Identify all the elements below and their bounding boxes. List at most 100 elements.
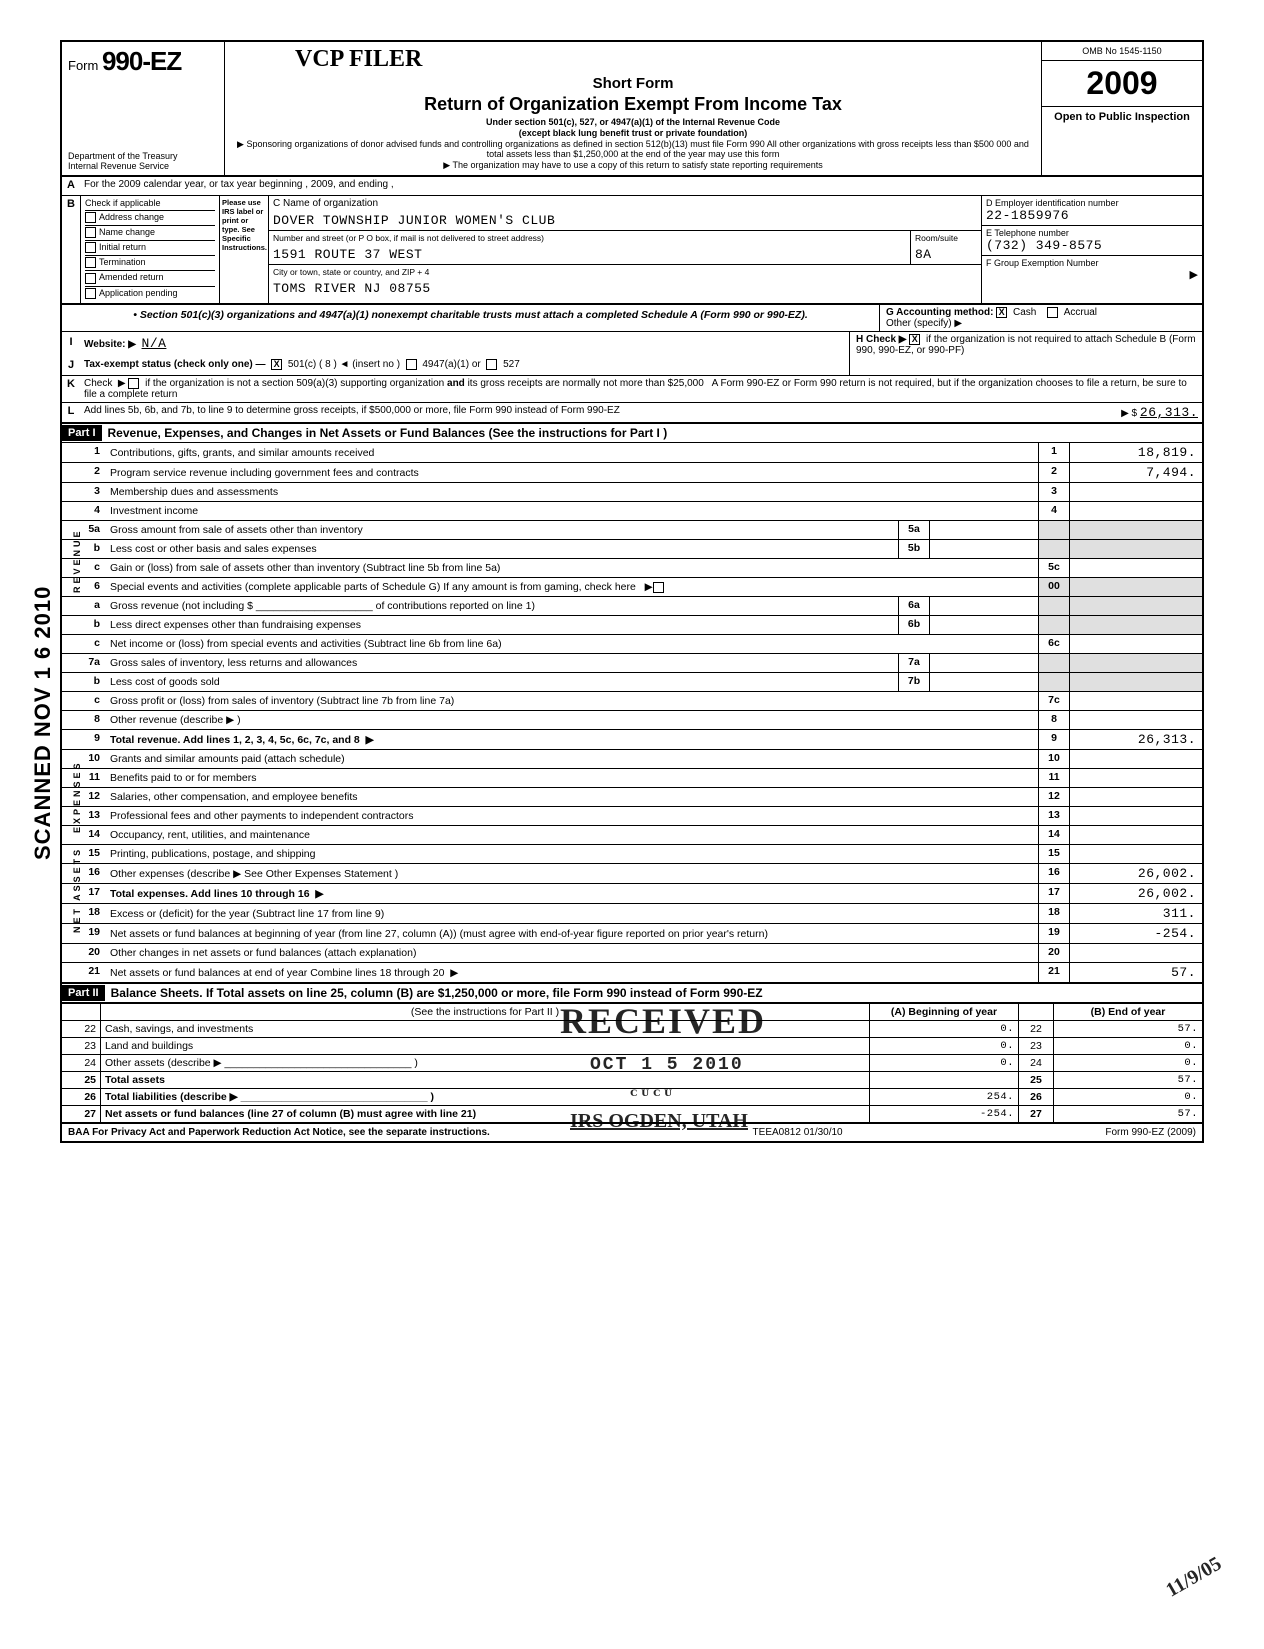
teea-code: TEEA0812 01/30/10	[753, 1127, 843, 1138]
phone: (732) 349-8575	[986, 238, 1198, 253]
subtitle2: (except black lung benefit trust or priv…	[235, 128, 1031, 139]
line-6a: a Gross revenue (not including $ _______…	[62, 597, 1202, 616]
bal-row-26: 26 Total liabilities (describe ▶ _______…	[62, 1089, 1202, 1106]
b-checkbox[interactable]	[85, 273, 96, 284]
bal-row-27: 27 Net assets or fund balances (line 27 …	[62, 1106, 1202, 1123]
form-title: Return of Organization Exempt From Incom…	[235, 94, 1031, 115]
org-name: DOVER TOWNSHIP JUNIOR WOMEN'S CLUB	[269, 211, 981, 230]
short-form: Short Form	[235, 75, 1031, 92]
omb-number: OMB No 1545-1150	[1042, 42, 1202, 61]
k-text: Check ▶	[84, 378, 142, 389]
bal-row-25: 25 Total assets 25 57.	[62, 1072, 1202, 1089]
h-text: if the organization is not required to a…	[856, 334, 1196, 356]
line-21: 21 Net assets or fund balances at end of…	[62, 963, 1202, 984]
bal-row-23: 23 Land and buildings 0. 23 0.	[62, 1038, 1202, 1055]
f-label: F Group Exemption Number	[986, 258, 1198, 268]
line-1: 1 Contributions, gifts, grants, and simi…	[62, 443, 1202, 463]
line-6b: b Less direct expenses other than fundra…	[62, 616, 1202, 635]
l-value: 26,313.	[1140, 405, 1198, 420]
j-label: J	[62, 357, 80, 373]
g-accrual: Accrual	[1064, 307, 1097, 318]
b-checkbox[interactable]	[85, 288, 96, 299]
j-501c: 501(c) ( 8 ) ◄ (insert no )	[288, 359, 400, 370]
balance-sheet-table: (See the instructions for Part II ) (A) …	[62, 1003, 1202, 1123]
form-number: 990-EZ	[102, 46, 181, 76]
c-label: C Name of organization	[269, 196, 981, 211]
section-note: • Section 501(c)(3) organizations and 49…	[62, 305, 880, 331]
form-ref: Form 990-EZ (2009)	[1105, 1127, 1196, 1138]
note2: ▶ The organization may have to use a cop…	[235, 160, 1031, 171]
open-public: Open to Public Inspection	[1042, 107, 1202, 127]
part1-label: Part I	[62, 425, 102, 441]
i-label: I	[62, 334, 80, 353]
room-value: 8A	[911, 245, 981, 264]
line-15: 15 Printing, publications, postage, and …	[62, 845, 1202, 864]
line-6: 6 Special events and activities (complet…	[62, 578, 1202, 597]
line-2: 2 Program service revenue including gove…	[62, 463, 1202, 483]
subtitle1: Under section 501(c), 527, or 4947(a)(1)…	[235, 117, 1031, 128]
j-527: 527	[503, 359, 520, 370]
part1-title: Revenue, Expenses, and Changes in Net As…	[102, 424, 674, 442]
side-netassets: NET ASSETS	[72, 847, 82, 933]
j-text: Tax-exempt status (check only one) —	[84, 359, 266, 370]
line-8: 8 Other revenue (describe ▶ ) 8	[62, 711, 1202, 730]
addr-label: Number and street (or P O box, if mail i…	[269, 231, 910, 245]
line-9: 9 Total revenue. Add lines 1, 2, 3, 4, 5…	[62, 730, 1202, 750]
line-11: 11 Benefits paid to or for members 11	[62, 769, 1202, 788]
b-item-label: Initial return	[99, 242, 146, 252]
cash-checkbox[interactable]: X	[996, 307, 1007, 318]
line-7c: c Gross profit or (loss) from sales of i…	[62, 692, 1202, 711]
line-5a: 5a Gross amount from sale of assets othe…	[62, 521, 1202, 540]
b-checkbox[interactable]	[85, 242, 96, 253]
h-checkbox[interactable]: X	[909, 334, 920, 345]
line-14: 14 Occupancy, rent, utilities, and maint…	[62, 826, 1202, 845]
k-checkbox[interactable]	[128, 378, 139, 389]
k-label: K	[62, 376, 80, 402]
b-item-label: Application pending	[99, 288, 178, 298]
line-5b: b Less cost or other basis and sales exp…	[62, 540, 1202, 559]
h-label: H Check ▶	[856, 334, 906, 345]
g-cash: Cash	[1013, 307, 1036, 318]
please-label: Please use IRS label or print or type. S…	[220, 196, 269, 303]
b-checkbox[interactable]	[85, 212, 96, 223]
side-revenue: REVENUE	[72, 529, 82, 594]
line-10: 10 Grants and similar amounts paid (atta…	[62, 750, 1202, 769]
b-item-label: Name change	[99, 227, 155, 237]
baa-notice: BAA For Privacy Act and Paperwork Reduct…	[68, 1127, 490, 1138]
b-checkbox[interactable]	[85, 227, 96, 238]
line-16: 16 Other expenses (describe ▶ See Other …	[62, 864, 1202, 884]
line-7a: 7a Gross sales of inventory, less return…	[62, 654, 1202, 673]
website: N/A	[142, 336, 167, 351]
bal-row-22: 22 Cash, savings, and investments 0. 22 …	[62, 1021, 1202, 1038]
b-label: Check if applicable	[85, 198, 215, 208]
irs-line: Internal Revenue Service	[68, 161, 218, 171]
part2-label: Part II	[62, 985, 105, 1001]
line-3: 3 Membership dues and assessments 3	[62, 483, 1202, 502]
k-full: if the organization is not a section 509…	[84, 378, 1187, 400]
dept-line: Department of the Treasury	[68, 151, 218, 161]
b-item-label: Address change	[99, 212, 164, 222]
bal-row-24: 24 Other assets (describe ▶ ____________…	[62, 1055, 1202, 1072]
handwritten-note: VCP FILER	[295, 46, 1031, 73]
col-a: (A) Beginning of year	[870, 1004, 1019, 1021]
line-5c: c Gain or (loss) from sale of assets oth…	[62, 559, 1202, 578]
side-expenses: EXPENSES	[72, 760, 82, 833]
col-b: (B) End of year	[1054, 1004, 1203, 1021]
city-label: City or town, state or country, and ZIP …	[269, 265, 981, 279]
ein: 22-1859976	[986, 208, 1198, 223]
g-label: G Accounting method:	[886, 307, 993, 318]
line-4: 4 Investment income 4	[62, 502, 1202, 521]
b-item-label: Amended return	[99, 272, 164, 282]
j-501c-checkbox[interactable]: X	[271, 359, 282, 370]
j-527-checkbox[interactable]	[486, 359, 497, 370]
e-label: E Telephone number	[986, 228, 1198, 238]
line-17: 17 Total expenses. Add lines 10 through …	[62, 884, 1202, 904]
b-checkbox[interactable]	[85, 257, 96, 268]
l-text: Add lines 5b, 6b, and 7b, to line 9 to d…	[80, 403, 1022, 422]
j-4947-checkbox[interactable]	[406, 359, 417, 370]
signature-scribble: 11/9/05	[1162, 1553, 1225, 1603]
accrual-checkbox[interactable]	[1047, 307, 1058, 318]
line-a: For the 2009 calendar year, or tax year …	[80, 177, 1202, 195]
line-7b: b Less cost of goods sold 7b	[62, 673, 1202, 692]
part2-title: Balance Sheets. If Total assets on line …	[105, 984, 769, 1002]
